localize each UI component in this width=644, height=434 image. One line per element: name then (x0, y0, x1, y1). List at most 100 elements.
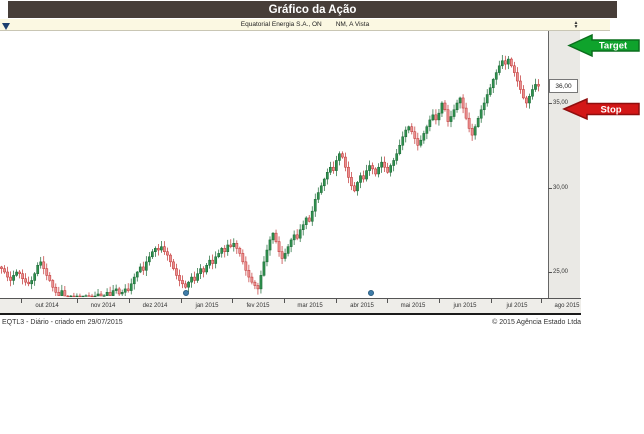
candle-body (217, 253, 221, 258)
candle-body (232, 243, 236, 247)
candle-body (39, 261, 43, 266)
candle-body (301, 224, 305, 230)
candle-body (45, 268, 49, 276)
candlestick-plot-area[interactable] (0, 31, 548, 299)
candle-body (172, 261, 175, 269)
candle-body (199, 268, 202, 274)
candle-body (18, 271, 21, 274)
event-marker-icon[interactable] (182, 289, 189, 296)
candle-body (160, 246, 163, 251)
candle-body (229, 244, 233, 247)
candle-body (259, 275, 263, 290)
chart-caption: EQTL3 - Diário - criado em 29/07/2015 (2, 319, 123, 326)
x-axis-tick (541, 299, 542, 303)
last-price-value: 36,00 (555, 82, 572, 90)
candle-body (292, 234, 296, 241)
candle-body (467, 117, 471, 129)
candle-body (262, 261, 266, 276)
candle-body (344, 156, 347, 168)
candle-body (108, 292, 112, 296)
scroll-up-icon[interactable]: ▲ (573, 20, 579, 26)
x-axis-tick (77, 299, 78, 303)
candle-body (488, 87, 492, 95)
candle-body (377, 166, 380, 175)
x-axis-month-label: ago 2015 (554, 303, 580, 309)
candle-body (280, 251, 284, 259)
candle-body (105, 292, 109, 296)
candle-body (175, 268, 178, 276)
candle-body (6, 271, 9, 278)
candle-body (528, 95, 531, 104)
x-axis-line (0, 298, 581, 299)
candle-body (464, 107, 468, 119)
candle-body (111, 290, 115, 296)
scroll-spinner[interactable]: ▲ ▼ (572, 20, 580, 30)
candle-body (362, 175, 365, 180)
candle-body (416, 138, 420, 146)
candle-body (350, 177, 353, 187)
candle-body (365, 170, 368, 180)
candle-body (238, 248, 242, 254)
x-axis-month-label: out 2014 (35, 303, 59, 309)
x-axis-tick (21, 299, 22, 303)
chart-bottom-rule (0, 313, 581, 315)
candle-body (534, 84, 537, 90)
candle-body (96, 293, 100, 297)
candle-body (93, 295, 97, 298)
candle-body (81, 295, 85, 298)
candle-body (30, 280, 34, 285)
candle-body (494, 72, 498, 80)
candle-body (398, 145, 402, 154)
candle-body (21, 273, 24, 280)
candle-body (187, 281, 190, 288)
event-marker-icon[interactable] (367, 289, 374, 296)
instrument-name: Equatorial Energia S.A., ON (240, 21, 322, 28)
candle-body (525, 97, 528, 104)
candle-body (392, 160, 396, 166)
price-axis-tick-label: 35,00 (553, 100, 569, 106)
candle-body (332, 166, 335, 171)
candle-body (27, 281, 31, 285)
x-axis-tick (181, 299, 182, 303)
x-axis-month-label: jan 2015 (195, 303, 219, 309)
stop-arrow-label: Stop (600, 105, 621, 116)
candle-body (265, 249, 269, 263)
x-axis-month-label: nov 2014 (90, 303, 116, 309)
candle-body (328, 166, 332, 173)
x-axis-tick (232, 299, 233, 303)
candle-body (537, 84, 540, 87)
x-axis-month-label: fev 2015 (246, 303, 270, 309)
candle-body (516, 72, 519, 82)
candle-body (425, 126, 429, 134)
candle-body (184, 283, 187, 288)
candle-body (202, 268, 205, 273)
price-axis-tick (548, 272, 552, 273)
candle-body (295, 234, 299, 239)
candle-body (54, 286, 58, 293)
candle-body (503, 60, 507, 65)
candle-body (437, 112, 441, 121)
x-axis-tick (129, 299, 130, 303)
candle-body (476, 117, 480, 127)
candle-body (256, 285, 260, 290)
candle-body (368, 165, 371, 171)
candle-body (356, 182, 359, 192)
candle-body (380, 161, 383, 168)
candle-body (247, 270, 251, 278)
candle-body (422, 133, 426, 141)
candle-body (389, 165, 393, 173)
x-axis-tick (336, 299, 337, 303)
scroll-down-icon[interactable]: ▼ (573, 24, 579, 30)
candle-body (72, 295, 76, 298)
copyright-text: © 2015 Agência Estado Ltda (492, 319, 581, 326)
candle-body (24, 278, 27, 283)
candle-body (102, 295, 106, 297)
candle-body (126, 288, 130, 291)
candle-body (241, 253, 245, 263)
x-axis-month-label: mai 2015 (400, 303, 426, 309)
candle-body (123, 288, 127, 293)
candle-body (313, 199, 317, 212)
candle-body (36, 264, 40, 274)
candle-body (519, 80, 522, 90)
candle-body (449, 116, 453, 122)
